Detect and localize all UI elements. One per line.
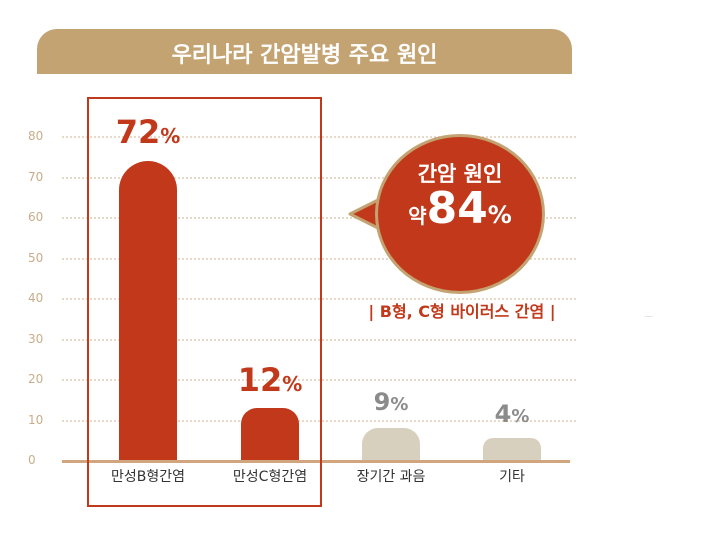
chart-title: 우리나라 간암발병 주요 원인 (171, 42, 438, 68)
value-label-c: 12% (237, 361, 303, 399)
value-label-alcohol: 9% (373, 388, 409, 416)
gridline (62, 298, 576, 300)
y-tick-30: 30 (28, 332, 44, 346)
gridline (62, 217, 576, 219)
callout-value: 약84% (408, 183, 512, 234)
x-label-b: 만성B형간염 (110, 469, 185, 485)
value-label-other: 4% (494, 400, 530, 428)
callout-caption: | B형, C형 바이러스 간염 | (368, 302, 556, 321)
highlight-box (87, 97, 322, 507)
y-tick-0: 0 (28, 453, 36, 467)
gridline (62, 177, 576, 179)
callout-line1: 간암 원인 (417, 162, 503, 186)
bar-chronic-hepatitis-b (119, 161, 177, 461)
y-tick-20: 20 (28, 372, 44, 386)
y-tick-70: 70 (28, 170, 44, 184)
y-tick-80: 80 (28, 129, 44, 143)
y-tick-10: 10 (28, 413, 44, 427)
y-tick-60: 60 (28, 210, 44, 224)
x-axis-baseline (62, 460, 570, 463)
bar-alcohol (362, 428, 420, 461)
gridline (62, 379, 576, 381)
decorative-dash (645, 316, 653, 317)
y-tick-40: 40 (28, 291, 44, 305)
gridline (62, 339, 576, 341)
x-label-other: 기타 (499, 469, 525, 485)
gridline (62, 258, 576, 260)
gridline (62, 136, 576, 138)
gridline (62, 420, 576, 422)
bar-chronic-hepatitis-c (241, 408, 299, 461)
value-label-b: 72% (115, 113, 181, 151)
callout-bubble (375, 134, 545, 294)
bar-other (483, 438, 541, 461)
chart-title-banner: 우리나라 간암발병 주요 원인 (37, 29, 572, 74)
y-tick-50: 50 (28, 251, 44, 265)
x-label-c: 만성C형간염 (232, 469, 308, 485)
x-label-alcohol: 장기간 과음 (356, 469, 426, 485)
